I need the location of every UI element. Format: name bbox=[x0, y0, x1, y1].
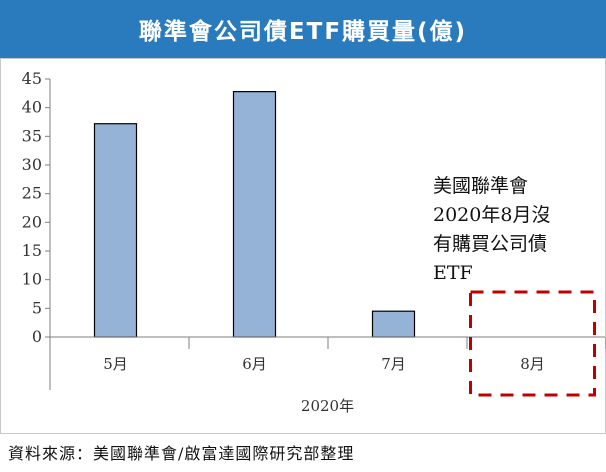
y-axis: 0 5 10 15 20 25 30 35 40 45 bbox=[22, 69, 51, 346]
x-tick-label: 7月 bbox=[381, 355, 406, 373]
x-tick-label: 5月 bbox=[103, 355, 128, 373]
x-tick-label: 6月 bbox=[242, 355, 267, 373]
y-tick-label: 20 bbox=[22, 212, 42, 231]
x-tick-label: 8月 bbox=[520, 355, 545, 373]
bar bbox=[93, 123, 138, 338]
bar bbox=[371, 310, 416, 338]
y-tick-label: 0 bbox=[32, 327, 42, 346]
y-tick-label: 40 bbox=[22, 98, 42, 117]
bar bbox=[232, 91, 277, 338]
y-tick-label: 45 bbox=[22, 69, 42, 88]
y-tick-label: 5 bbox=[32, 298, 42, 317]
y-tick-label: 10 bbox=[22, 270, 42, 289]
chart-title-bar: 聯準會公司債ETF購買量(億) bbox=[0, 0, 606, 58]
y-tick-label: 15 bbox=[22, 241, 42, 260]
y-tick-label: 35 bbox=[22, 126, 42, 145]
x-axis: 5月 6月 7月 8月 bbox=[49, 336, 606, 390]
x-axis-label: 2020年 bbox=[301, 397, 354, 415]
annotation-text: 美國聯準會 2020年8月沒 有購買公司債 ETF bbox=[433, 175, 551, 284]
highlight-box bbox=[469, 290, 596, 397]
bars bbox=[93, 91, 416, 338]
chart-title: 聯準會公司債ETF購買量(億) bbox=[138, 19, 468, 45]
y-tick-label: 25 bbox=[22, 184, 42, 203]
bar-chart: 0 5 10 15 20 25 30 35 40 45 5月 6月 7月 8月 2020年 bbox=[22, 69, 606, 415]
source-note: 資料來源：美國聯準會/啟富達國際研究部整理 bbox=[8, 444, 355, 463]
y-tick-label: 30 bbox=[22, 155, 42, 174]
